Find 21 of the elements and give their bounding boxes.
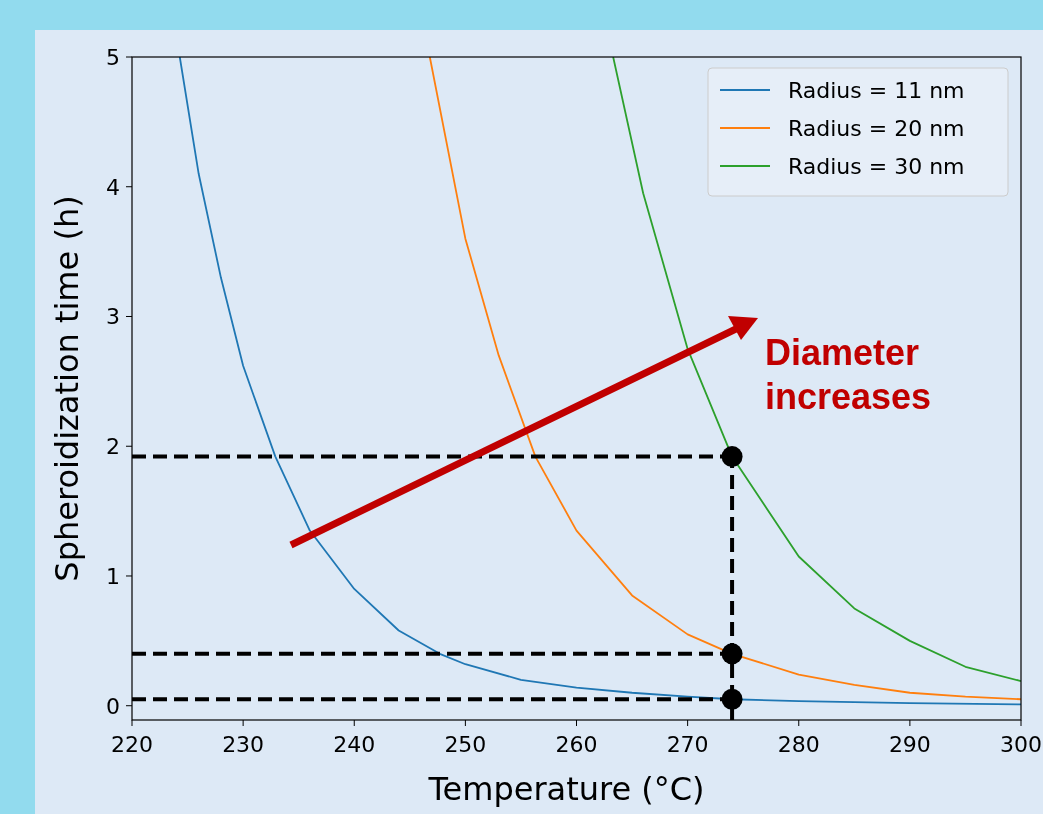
x-axis-title: Temperature (°C) [427,770,705,808]
legend-label: Radius = 11 nm [788,78,965,103]
y-tick-label: 5 [106,45,120,70]
y-tick-label: 0 [106,693,120,719]
x-tick-label: 260 [555,732,598,757]
x-tick-label: 220 [111,732,153,757]
y-tick-label: 2 [106,434,120,460]
y-tick-label: 4 [106,174,120,200]
legend-label: Radius = 30 nm [788,154,965,179]
x-tick-label: 300 [1000,732,1042,757]
y-tick-label: 1 [106,563,120,589]
y-axis-title: Spheroidization time (h) [48,195,86,582]
y-tick-label: 3 [106,304,120,330]
x-tick-label: 250 [444,732,487,757]
x-tick-label: 290 [888,732,931,757]
annotation: Diameter increases [765,332,932,417]
x-tick-label: 230 [222,732,265,757]
x-tick-label: 270 [666,732,709,757]
x-tick-label: 280 [777,732,820,757]
x-tick-label: 240 [333,732,376,757]
legend-label: Radius = 20 nm [788,116,965,141]
